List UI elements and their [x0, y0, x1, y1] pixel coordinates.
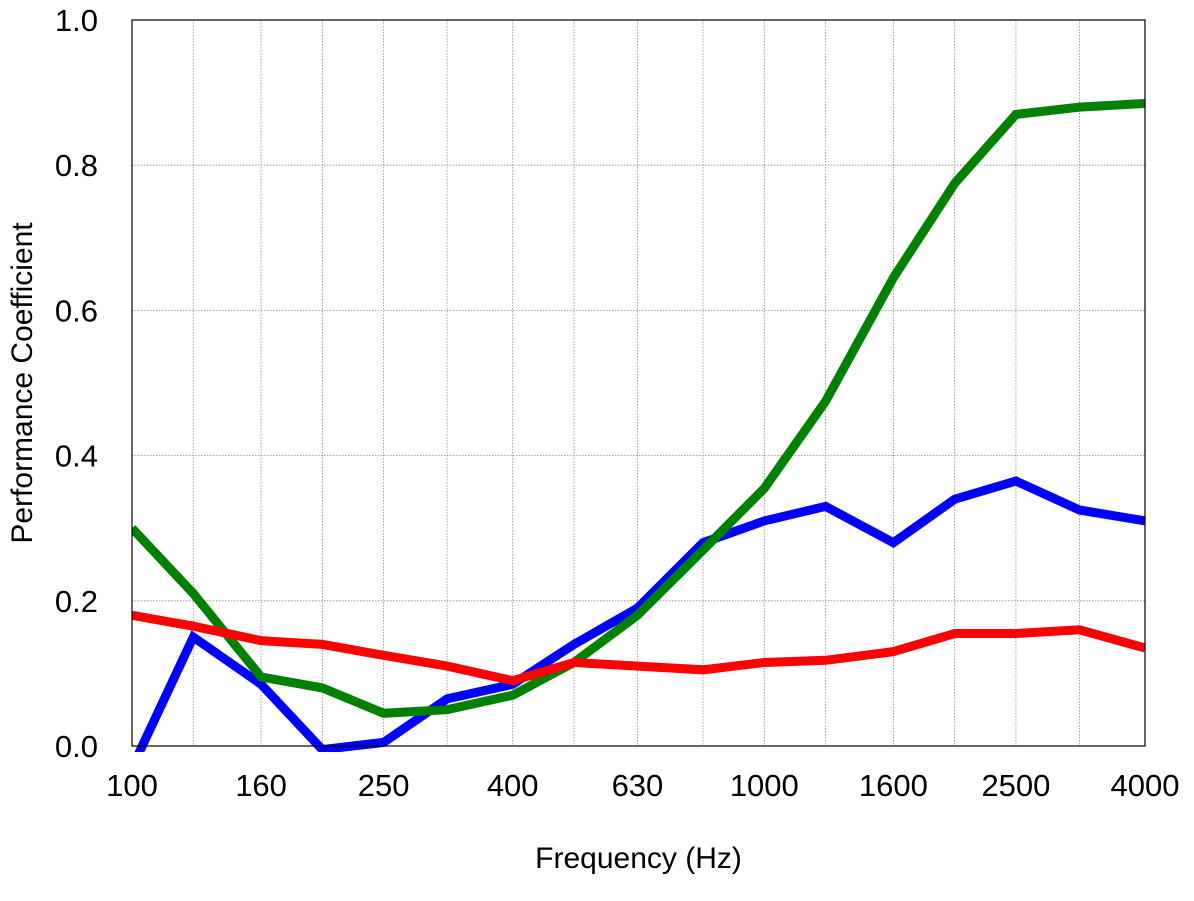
y-tick-label: 0.0: [55, 729, 98, 764]
y-tick-label: 0.8: [55, 148, 98, 183]
x-tick-label: 2500: [981, 768, 1050, 803]
y-tick-label: 1.0: [55, 3, 98, 38]
series-line: [132, 610, 1145, 686]
plot-frame: [131, 19, 1146, 747]
x-axis-title: Frequency (Hz): [535, 842, 742, 875]
x-tick-label: 250: [358, 768, 410, 803]
x-tick-label: 4000: [1111, 768, 1180, 803]
y-tick-labels: 0.0 0.2 0.4 0.6 0.8 1.0: [55, 3, 98, 764]
x-tick-label: 1000: [730, 768, 799, 803]
y-axis-title: Performance Coefficient: [6, 222, 39, 544]
y-tick-label: 0.6: [55, 293, 98, 328]
y-tick-label: 0.2: [55, 584, 98, 619]
x-tick-labels: 100 160 250 400 630 1000 1600 2500 4000: [106, 768, 1179, 803]
y-tick-label: 0.4: [55, 439, 98, 474]
series-line: [132, 99, 1145, 718]
x-tick-label: 100: [106, 768, 158, 803]
x-tick-label: 1600: [859, 768, 928, 803]
x-tick-label: 400: [487, 768, 539, 803]
series-line: [134, 476, 1145, 752]
x-tick-label: 630: [612, 768, 664, 803]
x-tick-label: 160: [235, 768, 287, 803]
series-lines: [132, 99, 1145, 752]
